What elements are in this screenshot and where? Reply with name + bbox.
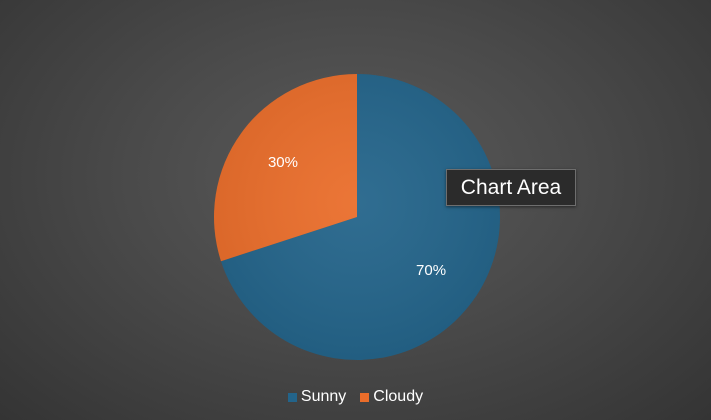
pie-slices (213, 74, 501, 360)
legend-swatch-cloudy (360, 392, 370, 402)
pie-slice-labels: 70% 30% (268, 154, 446, 279)
legend-label-sunny: Sunny (300, 388, 347, 405)
legend-item-sunny[interactable]: Sunny (287, 388, 347, 406)
legend: Sunny Cloudy (0, 386, 711, 408)
chart-area-tooltip: Chart Area (446, 169, 576, 206)
legend-item-cloudy[interactable]: Cloudy (360, 388, 423, 406)
pie-slice-label-sunny: 70% (416, 262, 446, 279)
legend-label-cloudy: Cloudy (373, 388, 424, 405)
pie-slice-label-cloudy: 30% (268, 154, 298, 171)
legend-swatch-sunny (287, 392, 297, 402)
